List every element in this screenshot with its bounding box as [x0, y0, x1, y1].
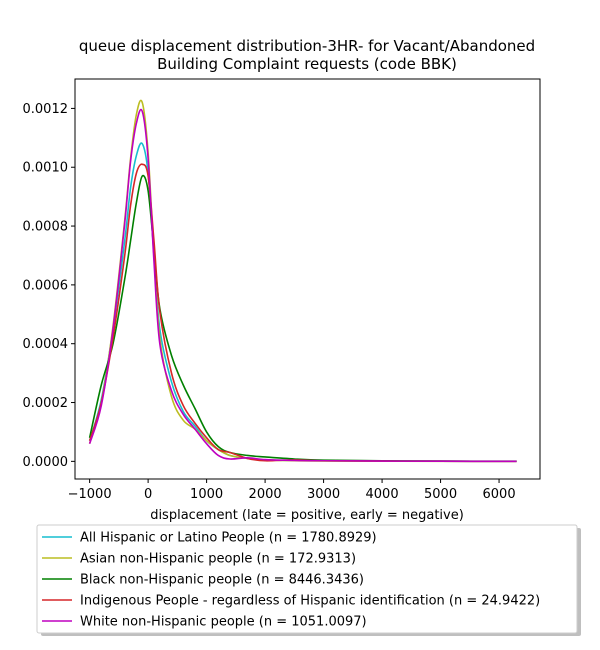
x-tick-label: 4000 [366, 487, 399, 502]
x-tick-label: 3000 [307, 487, 340, 502]
chart-title: queue displacement distribution-3HR- for… [79, 37, 535, 73]
legend-label-5: White non-Hispanic people (n = 1051.0097… [80, 615, 367, 630]
y-tick-label: 0.0000 [23, 455, 69, 470]
y-tick-label: 0.0004 [23, 337, 69, 352]
series-line-3 [88, 174, 517, 463]
legend: All Hispanic or Latino People (n = 1780.… [36, 524, 581, 636]
y-tick-label: 0.0008 [23, 220, 69, 235]
x-axis: −1000 0 1000 2000 3000 4000 5000 6000 [68, 479, 516, 502]
plot-frame [74, 78, 541, 480]
x-tick-label: 0 [144, 487, 152, 502]
y-tick-label: 0.0006 [23, 278, 69, 293]
x-axis-label: displacement (late = positive, early = n… [150, 508, 464, 523]
series-line-2 [88, 99, 517, 463]
x-tick-label: 6000 [483, 487, 516, 502]
x-tick-label: 2000 [249, 487, 282, 502]
x-tick-label: 5000 [424, 487, 457, 502]
y-tick-label: 0.0010 [23, 161, 69, 176]
legend-label-1: All Hispanic or Latino People (n = 1780.… [80, 531, 377, 546]
chart-title-line-1: queue displacement distribution-3HR- for… [79, 37, 535, 55]
y-tick-label: 0.0002 [23, 396, 69, 411]
legend-label-2: Asian non-Hispanic people (n = 172.9313) [80, 552, 356, 567]
series-line-4 [88, 163, 517, 463]
legend-label-4: Indigenous People - regardless of Hispan… [80, 594, 540, 609]
y-axis: 0.0000 0.0002 0.0004 0.0006 0.0008 0.0010 0.00… [23, 102, 75, 470]
series-line-1 [88, 142, 517, 463]
x-tick-label: 1000 [190, 487, 223, 502]
x-tick-label: −1000 [68, 487, 112, 502]
series-layer [88, 99, 517, 463]
legend-label-3: Black non-Hispanic people (n = 8446.3436… [80, 573, 364, 588]
legend-box [36, 524, 578, 634]
chart-title-line-2: Building Complaint requests (code BBK) [157, 55, 457, 73]
series-line-5 [88, 108, 517, 463]
y-tick-label: 0.0012 [23, 102, 69, 117]
